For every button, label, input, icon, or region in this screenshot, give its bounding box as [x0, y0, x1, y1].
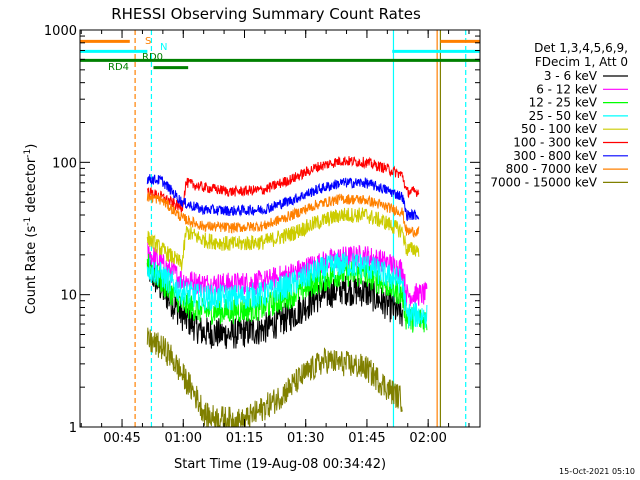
- y-tick-label-1: 1: [69, 421, 77, 436]
- series-line-9: [146, 327, 403, 428]
- legend-label-1: 3 - 6 keV: [544, 69, 598, 83]
- x-tick-label-5: 01:45: [348, 431, 385, 446]
- legend-label-4: 25 - 50 keV: [529, 109, 598, 123]
- y-axis-label: Count Rate (s-1 detector-1): [23, 144, 39, 315]
- x-tick-label-6: 02:00: [409, 431, 446, 446]
- series-line-4: [146, 251, 428, 328]
- flag-rd4-label: RD4: [108, 62, 129, 73]
- legend: Det 1,3,4,5,6,9, FDecim 1, Att 0 3 - 6 k…: [490, 41, 628, 189]
- series-line-5: [146, 207, 420, 271]
- legend-label-3: 12 - 25 keV: [529, 96, 598, 110]
- x-tick-label-1: 00:45: [103, 431, 140, 446]
- legend-title-line-2: FDecim 1, Att 0: [535, 55, 628, 69]
- series-line-6: [146, 156, 420, 213]
- legend-label-9: 7000 - 15000 keV: [490, 175, 597, 189]
- legend-label-5: 50 - 100 keV: [521, 122, 598, 136]
- y-tick-label-4: 1000: [44, 24, 77, 39]
- footer-date: 15-Oct-2021 05:10: [559, 467, 635, 476]
- x-axis-label: Start Time (19-Aug-08 00:34:42): [174, 457, 386, 472]
- x-tick-label-4: 01:30: [287, 431, 324, 446]
- legend-label-6: 100 - 300 keV: [513, 136, 597, 150]
- series-line-8: [146, 190, 420, 238]
- x-tick-label-3: 01:15: [226, 431, 263, 446]
- flag-n-label: N: [160, 42, 167, 53]
- axes: 00:45 01:00 01:15 01:30 01:45 02:00 1 10 100 1000: [44, 24, 480, 446]
- series-line-1: [146, 253, 403, 350]
- legend-label-2: 6 - 12 keV: [536, 82, 598, 96]
- plot-frame: [79, 29, 481, 428]
- flag-s-label: S: [145, 36, 151, 47]
- legend-label-7: 300 - 800 keV: [513, 149, 597, 163]
- chart-title: RHESSI Observing Summary Count Rates: [111, 5, 421, 23]
- series-line-7: [146, 174, 420, 222]
- legend-title-line-1: Det 1,3,4,5,6,9,: [534, 41, 628, 55]
- y-tick-label-3: 100: [52, 156, 77, 171]
- flag-rd0-label: RD0: [142, 52, 163, 63]
- legend-label-8: 800 - 7000 keV: [506, 162, 598, 176]
- x-tick-label-2: 01:00: [165, 431, 202, 446]
- y-tick-label-2: 10: [60, 289, 77, 304]
